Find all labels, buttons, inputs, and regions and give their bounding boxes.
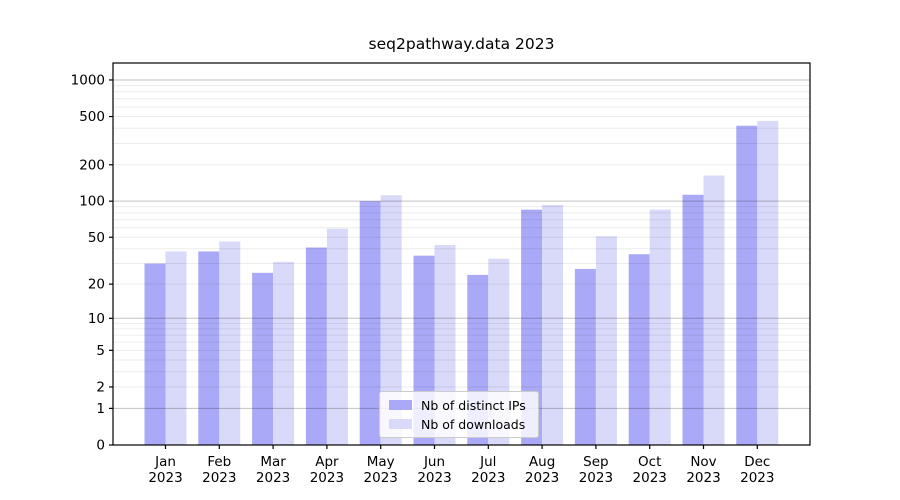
x-tick-label-month: Jun bbox=[423, 454, 445, 470]
x-tick-label-year: 2023 bbox=[471, 470, 505, 486]
x-tick-label-year: 2023 bbox=[740, 470, 774, 486]
x-tick-label-month: Jan bbox=[154, 454, 176, 470]
x-tick-label-month: Feb bbox=[207, 454, 231, 470]
bar-distinct-ips-apr bbox=[305, 247, 327, 445]
legend-label-downloads: Nb of downloads bbox=[421, 416, 526, 432]
y-tick-label: 2 bbox=[96, 379, 105, 395]
y-tick-label: 1 bbox=[96, 401, 105, 417]
x-tick-label-year: 2023 bbox=[525, 470, 559, 486]
y-tick-label: 0 bbox=[96, 438, 105, 454]
legend: Nb of distinct IPs Nb of downloads bbox=[379, 391, 539, 438]
x-tick-label-month: Aug bbox=[529, 454, 555, 470]
x-tick-label-year: 2023 bbox=[364, 470, 398, 486]
bar-distinct-ips-jan bbox=[144, 263, 166, 445]
x-tick-label-year: 2023 bbox=[256, 470, 290, 486]
bar-distinct-ips-sep bbox=[574, 268, 596, 445]
x-tick-label-month: Oct bbox=[638, 454, 661, 470]
bar-distinct-ips-dec bbox=[736, 125, 758, 445]
bar-distinct-ips-nov bbox=[682, 194, 704, 445]
x-tick-label-month: Jul bbox=[479, 454, 496, 470]
x-tick-label-year: 2023 bbox=[148, 470, 182, 486]
bar-distinct-ips-feb bbox=[198, 251, 220, 445]
x-tick-label-month: Nov bbox=[690, 454, 716, 470]
x-tick-label-month: May bbox=[367, 454, 395, 470]
bar-downloads-mar bbox=[273, 261, 295, 445]
y-tick-label: 500 bbox=[79, 109, 105, 125]
bar-downloads-apr bbox=[326, 228, 348, 445]
x-tick-label-month: Sep bbox=[583, 454, 608, 470]
legend-swatch-downloads-icon bbox=[389, 419, 412, 429]
legend-row-downloads: Nb of downloads bbox=[389, 416, 526, 432]
plot-frame bbox=[112, 62, 811, 446]
y-tick-label: 100 bbox=[79, 194, 105, 210]
legend-swatch-distinct-ips-icon bbox=[389, 400, 412, 410]
x-tick-label-year: 2023 bbox=[633, 470, 667, 486]
legend-row-distinct-ips: Nb of distinct IPs bbox=[389, 397, 526, 413]
bar-downloads-dec bbox=[757, 120, 779, 445]
bar-distinct-ips-may bbox=[359, 201, 381, 445]
x-tick-label-year: 2023 bbox=[417, 470, 451, 486]
bar-downloads-feb bbox=[219, 241, 241, 445]
bar-distinct-ips-mar bbox=[252, 272, 274, 445]
bar-distinct-ips-oct bbox=[628, 254, 650, 445]
x-tick-label-year: 2023 bbox=[686, 470, 720, 486]
bar-distinct-ips-aug bbox=[521, 209, 543, 445]
y-tick-label: 1000 bbox=[71, 72, 105, 88]
x-tick-label-year: 2023 bbox=[579, 470, 613, 486]
bar-downloads-oct bbox=[649, 209, 671, 445]
bar-downloads-sep bbox=[595, 236, 617, 445]
y-tick-label: 20 bbox=[88, 277, 105, 293]
x-tick-label-month: Apr bbox=[315, 454, 339, 470]
bar-downloads-aug bbox=[542, 204, 564, 445]
legend-label-distinct-ips: Nb of distinct IPs bbox=[421, 397, 526, 413]
x-tick-label-year: 2023 bbox=[310, 470, 344, 486]
bar-downloads-nov bbox=[703, 175, 725, 445]
x-tick-label-month: Mar bbox=[260, 454, 286, 470]
x-tick-label-month: Dec bbox=[744, 454, 770, 470]
y-tick-label: 10 bbox=[88, 311, 105, 327]
y-tick-label: 200 bbox=[79, 157, 105, 173]
x-tick-label-year: 2023 bbox=[202, 470, 236, 486]
bar-downloads-jan bbox=[165, 251, 187, 445]
y-tick-label: 5 bbox=[96, 343, 105, 359]
y-tick-label: 50 bbox=[88, 230, 105, 246]
bar-downloads-may bbox=[380, 195, 402, 445]
chart-title: seq2pathway.data 2023 bbox=[368, 35, 555, 53]
